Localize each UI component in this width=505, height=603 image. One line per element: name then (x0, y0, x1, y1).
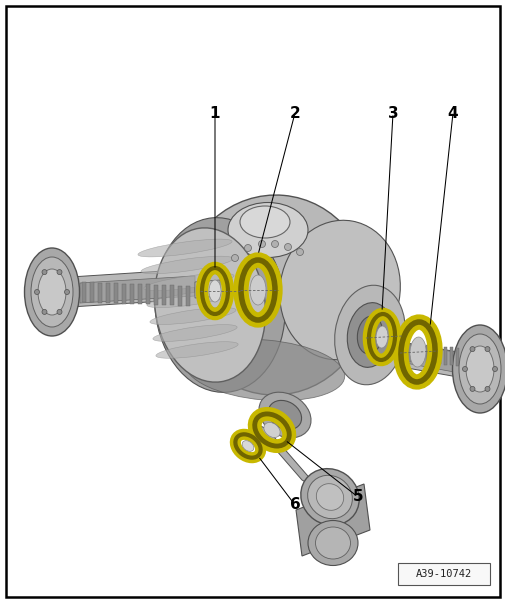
Ellipse shape (346, 303, 392, 367)
Ellipse shape (409, 337, 425, 367)
Polygon shape (122, 283, 126, 303)
Ellipse shape (64, 289, 69, 294)
Text: 1: 1 (210, 106, 220, 121)
Ellipse shape (154, 228, 265, 382)
Ellipse shape (185, 339, 344, 400)
Ellipse shape (231, 254, 238, 262)
Polygon shape (399, 342, 464, 374)
Polygon shape (170, 285, 174, 305)
Ellipse shape (57, 309, 62, 314)
Text: 3: 3 (387, 106, 397, 121)
Ellipse shape (153, 324, 237, 341)
Ellipse shape (138, 239, 232, 257)
Ellipse shape (149, 308, 236, 324)
Ellipse shape (57, 270, 62, 274)
Polygon shape (138, 284, 142, 304)
Ellipse shape (38, 269, 66, 315)
Ellipse shape (263, 423, 280, 438)
Ellipse shape (156, 342, 238, 358)
Polygon shape (106, 283, 110, 303)
Ellipse shape (484, 387, 489, 391)
Ellipse shape (357, 316, 382, 354)
Polygon shape (413, 344, 416, 362)
Ellipse shape (284, 244, 291, 250)
Ellipse shape (146, 291, 235, 308)
Ellipse shape (300, 469, 359, 525)
Polygon shape (437, 346, 440, 364)
Ellipse shape (209, 280, 221, 302)
Text: 6: 6 (289, 497, 300, 513)
Polygon shape (295, 484, 369, 556)
Ellipse shape (465, 346, 493, 392)
Ellipse shape (375, 326, 387, 348)
Ellipse shape (484, 347, 489, 352)
Ellipse shape (34, 289, 39, 294)
Polygon shape (425, 345, 428, 363)
Ellipse shape (42, 270, 47, 274)
Polygon shape (401, 343, 404, 361)
Text: 4: 4 (447, 106, 458, 121)
Ellipse shape (271, 241, 278, 247)
Ellipse shape (308, 520, 358, 566)
Ellipse shape (141, 256, 233, 274)
Ellipse shape (31, 257, 73, 327)
FancyBboxPatch shape (6, 6, 499, 597)
Ellipse shape (315, 527, 350, 559)
Ellipse shape (42, 309, 47, 314)
Ellipse shape (469, 387, 474, 391)
FancyBboxPatch shape (397, 563, 489, 585)
Polygon shape (455, 347, 458, 365)
Polygon shape (194, 280, 220, 298)
Ellipse shape (228, 203, 308, 257)
Ellipse shape (268, 400, 301, 429)
Polygon shape (80, 276, 194, 303)
Polygon shape (55, 268, 210, 308)
Polygon shape (178, 286, 182, 306)
Ellipse shape (451, 325, 505, 413)
Ellipse shape (244, 244, 251, 251)
Polygon shape (114, 283, 118, 303)
Polygon shape (130, 284, 134, 304)
Ellipse shape (458, 334, 500, 404)
Ellipse shape (155, 218, 285, 393)
Polygon shape (154, 285, 158, 305)
Polygon shape (98, 283, 102, 303)
Polygon shape (186, 286, 189, 306)
Ellipse shape (462, 367, 467, 371)
Polygon shape (443, 347, 446, 364)
Polygon shape (389, 340, 474, 380)
Ellipse shape (279, 220, 399, 360)
Polygon shape (407, 344, 410, 362)
Ellipse shape (24, 248, 79, 336)
Ellipse shape (296, 248, 303, 256)
Polygon shape (249, 420, 319, 490)
Polygon shape (82, 282, 86, 302)
Polygon shape (449, 347, 452, 365)
Ellipse shape (239, 206, 289, 238)
Polygon shape (431, 346, 434, 364)
Polygon shape (146, 285, 149, 305)
Ellipse shape (491, 367, 496, 371)
Polygon shape (419, 344, 422, 362)
Ellipse shape (334, 285, 405, 385)
Text: 2: 2 (289, 106, 300, 121)
Polygon shape (162, 285, 166, 305)
Text: A39-10742: A39-10742 (415, 569, 471, 579)
Ellipse shape (307, 475, 351, 519)
Ellipse shape (316, 484, 343, 510)
Ellipse shape (242, 441, 254, 452)
Text: 5: 5 (352, 490, 363, 505)
Ellipse shape (469, 347, 474, 352)
Ellipse shape (259, 392, 311, 438)
Polygon shape (90, 282, 94, 302)
Ellipse shape (143, 273, 234, 291)
Ellipse shape (258, 241, 265, 247)
Ellipse shape (180, 195, 369, 395)
Ellipse shape (249, 275, 266, 305)
